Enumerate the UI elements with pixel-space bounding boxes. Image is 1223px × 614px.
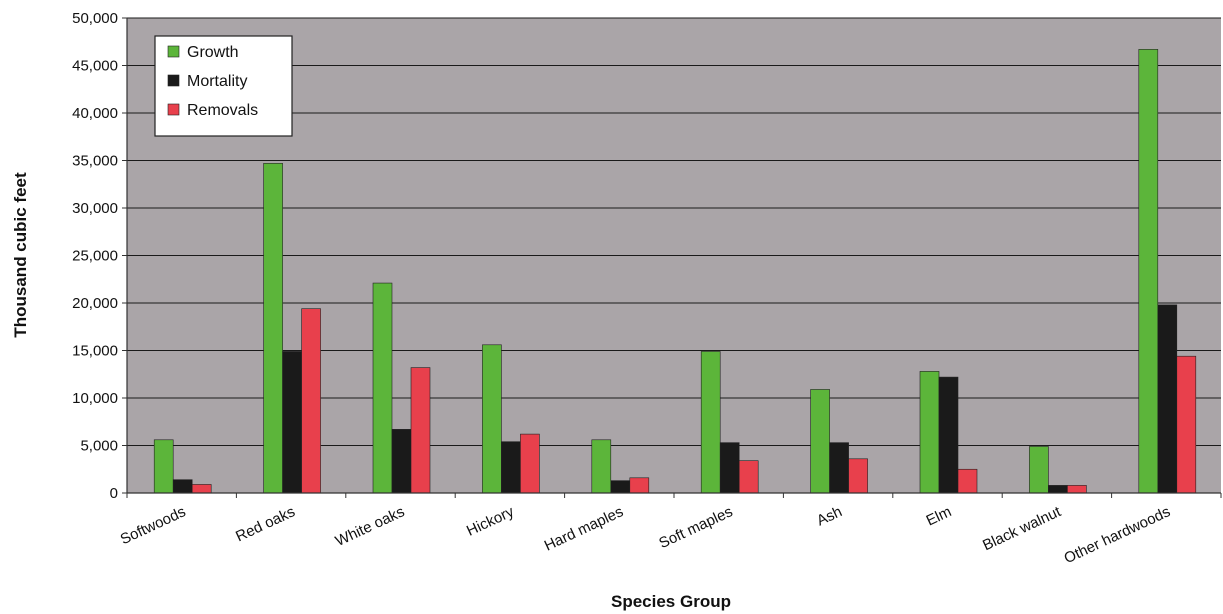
bar-removals <box>301 308 321 494</box>
bar-mortality <box>829 442 849 494</box>
y-tick-label: 15,000 <box>72 343 118 360</box>
gridlines <box>122 17 1221 494</box>
y-tick-label: 30,000 <box>72 200 118 217</box>
bar-mortality <box>610 480 631 494</box>
bar-growth <box>1029 446 1049 494</box>
y-tick-label: 25,000 <box>72 248 118 265</box>
legend-label-growth: Growth <box>187 44 239 61</box>
bar-growth <box>482 344 502 494</box>
y-tick-label: 20,000 <box>72 295 118 312</box>
x-axis-title: Species Group <box>611 592 731 611</box>
y-tick-label: 5,000 <box>80 438 118 455</box>
bar-growth <box>919 371 940 494</box>
bar-growth <box>263 163 283 494</box>
legend-label-mortality: Mortality <box>187 73 247 90</box>
y-tick-label: 50,000 <box>72 10 118 27</box>
bar-mortality <box>938 376 959 494</box>
x-tick-label: Red oaks <box>233 503 298 545</box>
bar-removals <box>1067 485 1087 494</box>
x-tick-label: Black walnut <box>980 503 1064 554</box>
legend-label-removals: Removals <box>187 102 258 119</box>
x-tick-label: Soft maples <box>656 503 735 552</box>
bar-growth <box>700 351 721 494</box>
bar-removals <box>191 484 212 494</box>
bar-removals <box>520 433 540 494</box>
bar-mortality <box>1157 304 1178 494</box>
x-tick-label: Hickory <box>464 503 517 540</box>
y-tick-label: 0 <box>110 485 118 502</box>
y-tick-label: 35,000 <box>72 153 118 170</box>
bar-removals <box>629 477 650 494</box>
legend-swatch-removals <box>167 103 180 116</box>
x-tick-label: Hard maples <box>542 503 626 554</box>
bar-growth <box>1138 49 1159 494</box>
y-tick-label: 10,000 <box>72 390 118 407</box>
x-tick-labels: Softwoods Red oaks White oaks Hickory Hard m… <box>118 503 1173 567</box>
x-tick-label: Elm <box>924 503 955 529</box>
bar-removals <box>957 468 978 494</box>
y-axis-title: Thousand cubic feet <box>11 172 30 338</box>
bar-mortality <box>282 351 302 494</box>
x-tick-label: Other hardwoods <box>1062 503 1173 567</box>
legend-swatch-mortality <box>167 74 180 87</box>
legend: Growth Mortality Removals <box>154 35 293 137</box>
bar-removals <box>410 367 431 494</box>
bar-removals <box>848 458 868 494</box>
x-tick-label: Softwoods <box>118 503 189 548</box>
bar-removals <box>1176 355 1197 494</box>
bar-mortality <box>719 442 740 494</box>
axes <box>126 18 1222 498</box>
bar-growth <box>591 439 612 494</box>
y-tick-labels: 0 5,000 10,000 15,000 20,000 25,000 30,000 35,0… <box>72 10 118 502</box>
legend-swatch-growth <box>167 45 180 58</box>
y-tick-label: 45,000 <box>72 58 118 75</box>
y-tick-label: 40,000 <box>72 105 118 122</box>
bar-growth <box>810 389 830 494</box>
bar-mortality <box>1048 485 1068 494</box>
bar-mortality <box>391 429 412 494</box>
bar-removals <box>738 460 759 494</box>
bar-mortality <box>501 441 521 494</box>
bar-mortality <box>172 479 193 494</box>
x-tick-label: White oaks <box>333 503 407 550</box>
bar-growth <box>153 439 174 494</box>
x-tick-label: Ash <box>814 503 845 529</box>
bar-growth <box>372 282 393 494</box>
bars <box>153 49 1197 494</box>
